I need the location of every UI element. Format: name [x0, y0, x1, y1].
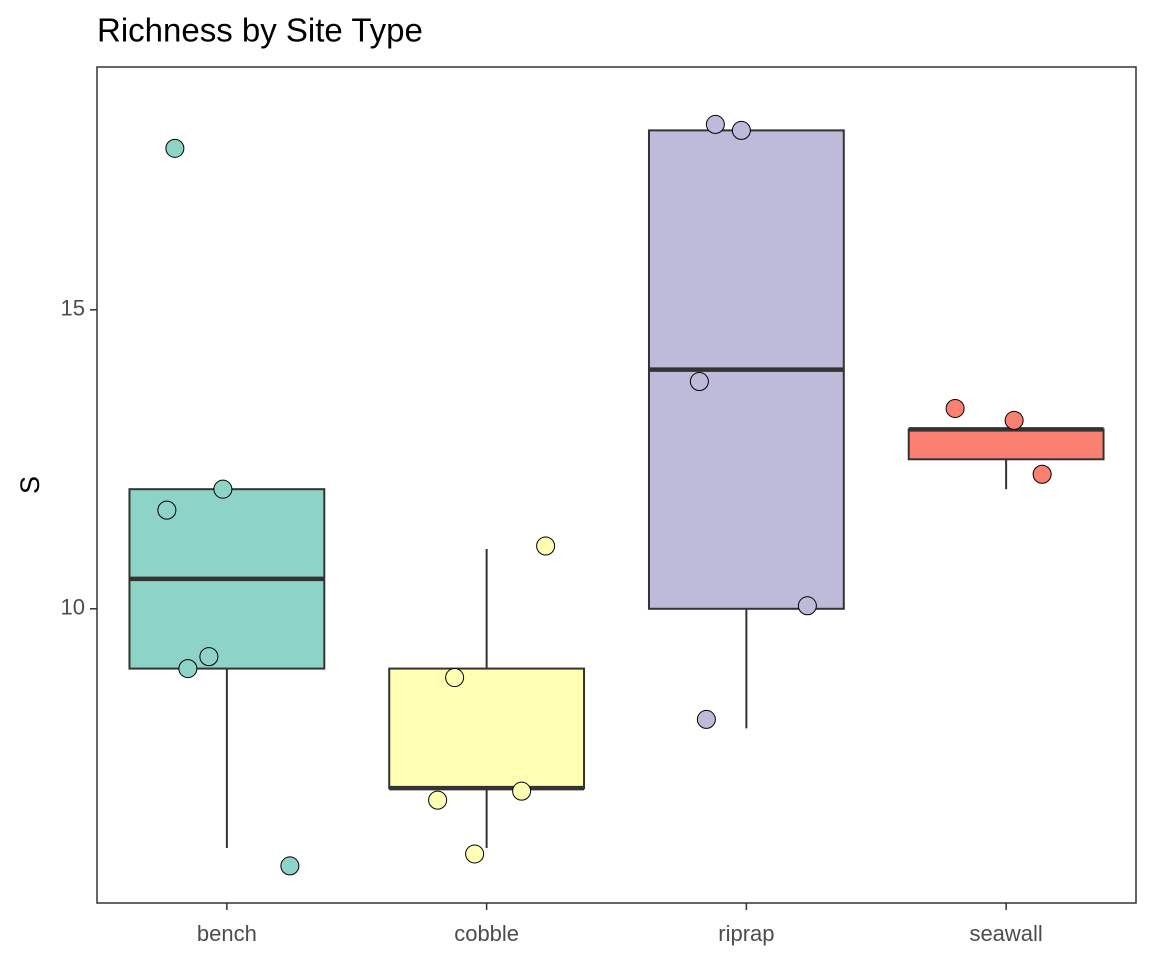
- panel-border: [96, 66, 1137, 904]
- box: [388, 667, 586, 790]
- point: [689, 372, 709, 392]
- point: [536, 536, 556, 556]
- x-tick-label: bench: [197, 921, 257, 946]
- point: [696, 709, 716, 729]
- y-tick-label: 10: [61, 595, 85, 620]
- point: [945, 398, 965, 418]
- point: [1032, 464, 1052, 484]
- point: [199, 647, 219, 667]
- point: [445, 668, 465, 688]
- box: [907, 428, 1105, 461]
- point: [428, 790, 448, 810]
- point: [1004, 410, 1024, 430]
- point: [280, 856, 300, 876]
- point: [178, 659, 198, 679]
- point: [465, 844, 485, 864]
- point: [512, 781, 532, 801]
- point: [705, 114, 725, 134]
- x-tick-label: riprap: [718, 921, 774, 946]
- point: [797, 596, 817, 616]
- x-tick-label: cobble: [454, 921, 519, 946]
- point: [731, 120, 751, 140]
- point: [165, 138, 185, 158]
- point: [213, 479, 233, 499]
- point: [157, 500, 177, 520]
- chart-title: Richness by Site Type: [97, 12, 423, 49]
- y-tick-label: 15: [61, 296, 85, 321]
- x-tick-label: seawall: [969, 921, 1042, 946]
- y-axis-label: S: [15, 476, 45, 494]
